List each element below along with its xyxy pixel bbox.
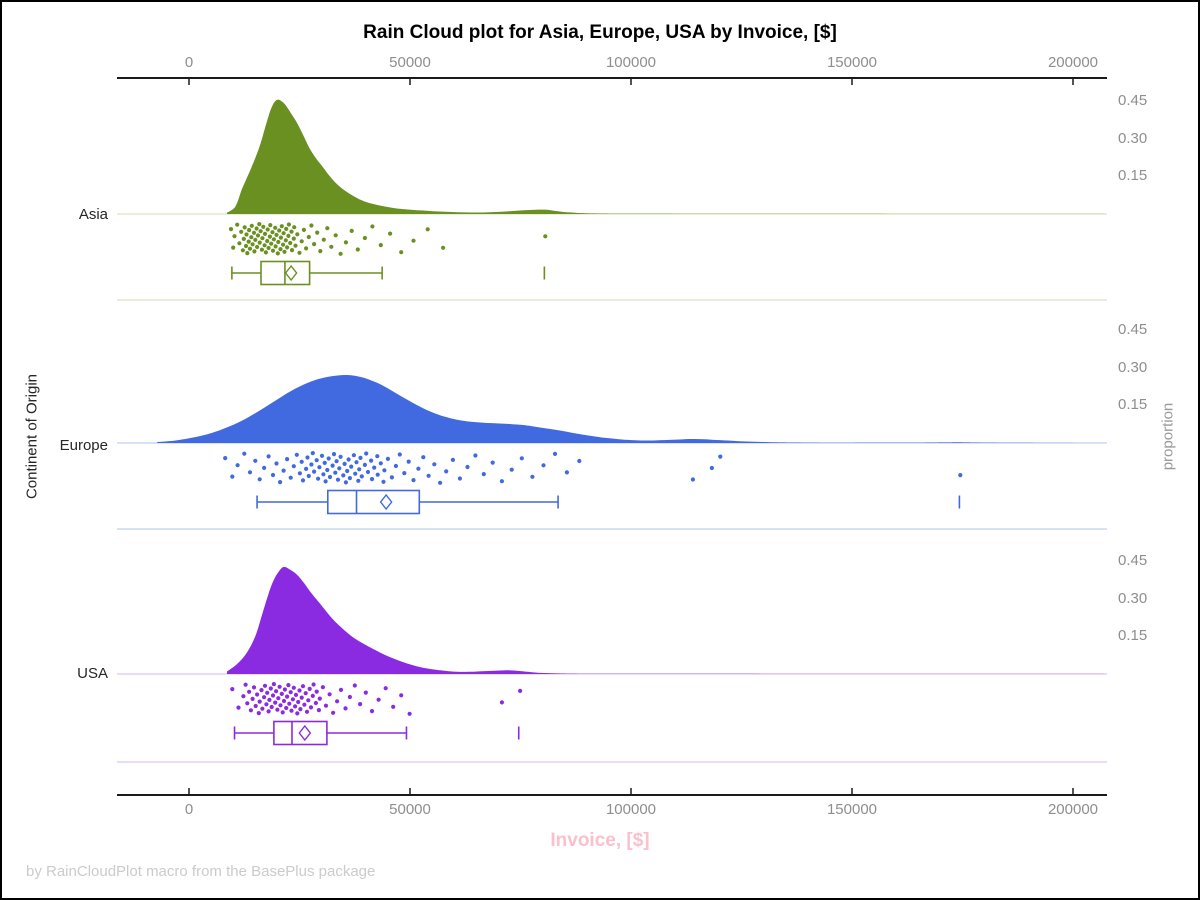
category-label-usa: USA bbox=[77, 665, 108, 682]
proportion-tick-label: 0.30 bbox=[1118, 359, 1148, 376]
panel-asia bbox=[117, 99, 1107, 301]
top-axis-tick-label: 50000 bbox=[389, 54, 431, 71]
category-label-asia: Asia bbox=[78, 206, 108, 223]
footer-credit: by RainCloudPlot macro from the BasePlus… bbox=[26, 863, 376, 880]
top-axis-tick-label: 150000 bbox=[826, 54, 878, 71]
rain-asia bbox=[228, 222, 548, 256]
boxplot-usa bbox=[233, 720, 520, 746]
density-asia bbox=[227, 99, 1104, 214]
density-europe bbox=[157, 374, 1073, 443]
panel-europe bbox=[117, 374, 1107, 530]
panel-usa bbox=[117, 566, 1107, 763]
mean-diamond bbox=[298, 724, 312, 742]
proportion-tick-label: 0.15 bbox=[1118, 167, 1148, 184]
proportion-tick-label: 0.30 bbox=[1118, 130, 1148, 147]
category-label-europe: Europe bbox=[59, 437, 108, 454]
bottom-axis-tick-label: 50000 bbox=[389, 801, 431, 818]
mean-diamond bbox=[379, 493, 393, 511]
top-axis-tick-label: 200000 bbox=[1047, 54, 1099, 71]
top-axis-tick-label: 0 bbox=[184, 54, 194, 71]
proportion-tick-label: 0.30 bbox=[1118, 590, 1148, 607]
proportion-tick-label: 0.45 bbox=[1118, 321, 1148, 338]
rain-usa bbox=[230, 682, 523, 716]
boxplot-europe bbox=[256, 489, 961, 515]
x-axis-label: Invoice, [$] bbox=[550, 830, 650, 851]
chart-title: Rain Cloud plot for Asia, Europe, USA by… bbox=[363, 22, 837, 43]
bottom-axis-tick-label: 200000 bbox=[1047, 801, 1099, 818]
boxplot-asia bbox=[231, 260, 546, 286]
proportion-tick-label: 0.15 bbox=[1118, 627, 1148, 644]
proportion-tick-label: 0.45 bbox=[1118, 552, 1148, 569]
mean-diamond bbox=[284, 264, 298, 282]
bottom-axis-tick-label: 100000 bbox=[605, 801, 657, 818]
top-axis-tick-label: 100000 bbox=[605, 54, 657, 71]
proportion-tick-label: 0.15 bbox=[1118, 396, 1148, 413]
bottom-axis-tick-label: 150000 bbox=[826, 801, 878, 818]
rain-europe bbox=[223, 451, 963, 485]
density-usa bbox=[227, 566, 1104, 674]
proportion-tick-label: 0.45 bbox=[1118, 92, 1148, 109]
x-axes bbox=[117, 77, 1107, 796]
bottom-axis-tick-label: 0 bbox=[184, 801, 194, 818]
